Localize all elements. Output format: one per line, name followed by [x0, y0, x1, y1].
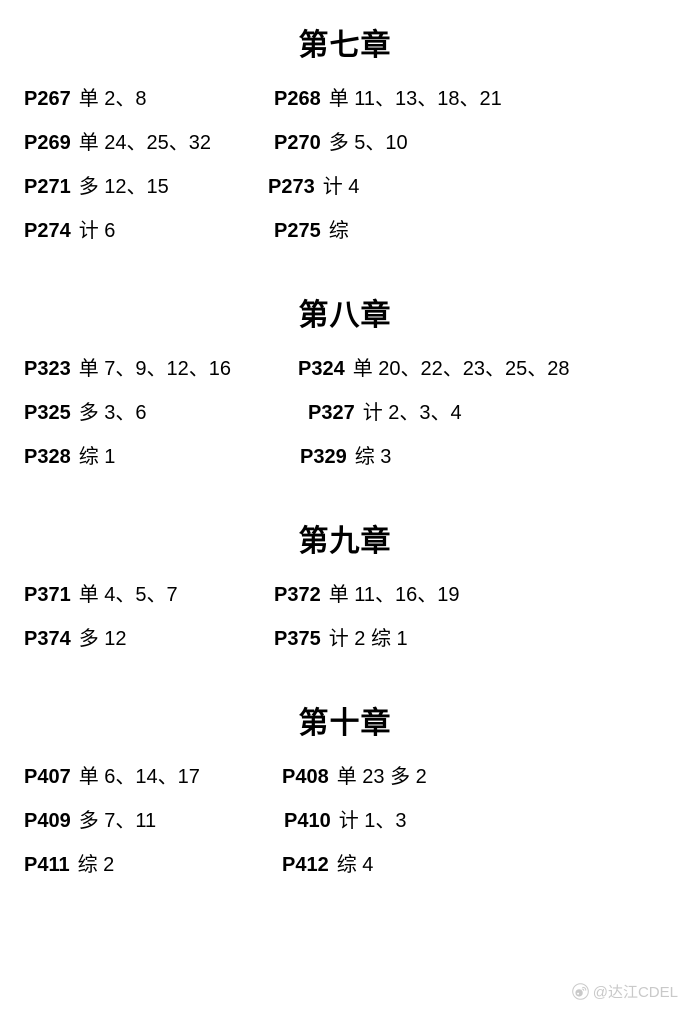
chapter-rows: P323 单 7、9、12、16 P324 单 20、22、23、25、28 P325 多… [24, 356, 666, 470]
weibo-icon [572, 983, 589, 1000]
chapter-rows: P371 单 4、5、7 P372 单 11、16、19 P374 多 12 P375 计 2… [24, 582, 666, 652]
page-detail: 单 7、9、12、16 [79, 356, 231, 382]
list-row: P374 多 12 P375 计 2 综 1 [24, 626, 666, 652]
left-cell: P374 多 12 [24, 626, 274, 652]
left-cell: P328 综 1 [24, 444, 274, 470]
left-cell: P371 单 4、5、7 [24, 582, 274, 608]
right-cell: P329 综 3 [300, 444, 391, 470]
page-detail: 多 12、15 [79, 174, 169, 200]
page-reference: P411 [24, 852, 70, 878]
page-detail: 单 24、25、32 [79, 130, 211, 156]
page-detail: 单 6、14、17 [79, 764, 200, 790]
watermark-text: @达江CDEL [593, 981, 678, 1002]
right-cell: P324 单 20、22、23、25、28 [298, 356, 570, 382]
right-cell: P410 计 1、3 [284, 808, 407, 834]
page-reference: P274 [24, 218, 71, 244]
page-detail: 单 23 多 2 [337, 764, 427, 790]
page-reference: P327 [308, 400, 355, 426]
list-row: P267 单 2、8 P268 单 11、13、18、21 [24, 86, 666, 112]
left-cell: P407 单 6、14、17 [24, 764, 274, 790]
page-detail: 多 7、11 [79, 808, 156, 834]
page-reference: P268 [274, 86, 321, 112]
page-detail: 单 4、5、7 [79, 582, 178, 608]
page-detail: 多 5、10 [329, 130, 408, 156]
page-detail: 单 20、22、23、25、28 [353, 356, 570, 382]
left-cell: P274 计 6 [24, 218, 274, 244]
page-reference: P410 [284, 808, 331, 834]
left-cell: P269 单 24、25、32 [24, 130, 274, 156]
page-reference: P372 [274, 582, 321, 608]
page-detail: 多 12 [79, 626, 127, 652]
chapter-rows: P407 单 6、14、17 P408 单 23 多 2 P409 多 7、11 P410 计… [24, 764, 666, 878]
page-detail: 综 4 [337, 852, 374, 878]
right-cell: P268 单 11、13、18、21 [274, 86, 502, 112]
page-reference: P324 [298, 356, 345, 382]
page-reference: P270 [274, 130, 321, 156]
page-detail: 综 1 [79, 444, 116, 470]
right-cell: P372 单 11、16、19 [274, 582, 460, 608]
chapter-title: 第十章 [24, 698, 666, 742]
page-reference: P371 [24, 582, 71, 608]
page-detail: 综 [329, 218, 349, 244]
page-reference: P412 [282, 852, 329, 878]
page-detail: 计 2、3、4 [363, 400, 462, 426]
chapter-section: 第十章P407单 6、14、17P408单 23 多 2P409多 7、11P4… [24, 698, 666, 878]
page-reference: P325 [24, 400, 71, 426]
left-cell: P271 多 12、15 [24, 174, 274, 200]
page-reference: P374 [24, 626, 71, 652]
list-row: P409 多 7、11 P410 计 1、3 [24, 808, 666, 834]
page-reference: P408 [282, 764, 329, 790]
chapter-title: 第九章 [24, 516, 666, 560]
chapter-section: 第八章P323单 7、9、12、16P324单 20、22、23、25、28P3… [24, 290, 666, 470]
left-cell: P411 综 2 [24, 852, 274, 878]
page-detail: 计 4 [323, 174, 360, 200]
page-detail: 多 3、6 [79, 400, 147, 426]
page-reference: P409 [24, 808, 71, 834]
list-row: P274 计 6 P275 综 [24, 218, 666, 244]
page-reference: P375 [274, 626, 321, 652]
page-detail: 单 11、13、18、21 [329, 86, 502, 112]
page-reference: P273 [268, 174, 315, 200]
list-row: P323 单 7、9、12、16 P324 单 20、22、23、25、28 [24, 356, 666, 382]
right-cell: P275 综 [274, 218, 349, 244]
right-cell: P408 单 23 多 2 [282, 764, 427, 790]
page-detail: 综 2 [78, 852, 115, 878]
left-cell: P267 单 2、8 [24, 86, 274, 112]
chapter-title: 第八章 [24, 290, 666, 334]
page-detail: 综 3 [355, 444, 392, 470]
weibo-watermark: @达江CDEL [572, 981, 678, 1002]
page-detail: 计 2 综 1 [329, 626, 408, 652]
page-detail: 单 11、16、19 [329, 582, 460, 608]
page-reference: P323 [24, 356, 71, 382]
right-cell: P270 多 5、10 [274, 130, 408, 156]
page-reference: P267 [24, 86, 71, 112]
right-cell: P412 综 4 [282, 852, 373, 878]
chapter-section: 第七章 P267 单 2、8 P268 单 11、13、18、21 P269 单 24、25… [24, 20, 666, 244]
page-detail: 单 2、8 [79, 86, 147, 112]
list-row: P328 综 1 P329 综 3 [24, 444, 666, 470]
right-cell: P273 计 4 [268, 174, 359, 200]
page-reference: P329 [300, 444, 347, 470]
page-detail: 计 6 [79, 218, 116, 244]
list-row: P269 单 24、25、32 P270 多 5、10 [24, 130, 666, 156]
chapter-rows: P267 单 2、8 P268 单 11、13、18、21 P269 单 24、25、32… [24, 86, 666, 244]
page-detail: 计 1、3 [339, 808, 407, 834]
page-reference: P271 [24, 174, 71, 200]
list-row: P407 单 6、14、17 P408 单 23 多 2 [24, 764, 666, 790]
list-row: P325 多 3、6 P327 计 2、3、4 [24, 400, 666, 426]
list-row: P271 多 12、15 P273 计 4 [24, 174, 666, 200]
chapter-section: 第九章 P371 单 4、5、7 P372 单 11、16、19 P374 多 12 P375… [24, 516, 666, 652]
page-reference: P407 [24, 764, 71, 790]
list-row: P371 单 4、5、7 P372 单 11、16、19 [24, 582, 666, 608]
left-cell: P409 多 7、11 [24, 808, 274, 834]
list-row: P411 综 2 P412 综 4 [24, 852, 666, 878]
right-cell: P375 计 2 综 1 [274, 626, 408, 652]
left-cell: P325 多 3、6 [24, 400, 274, 426]
page-reference: P275 [274, 218, 321, 244]
chapter-title: 第七章 [24, 20, 666, 64]
page-reference: P328 [24, 444, 71, 470]
right-cell: P327 计 2、3、4 [308, 400, 462, 426]
page-reference: P269 [24, 130, 71, 156]
left-cell: P323 单 7、9、12、16 [24, 356, 274, 382]
